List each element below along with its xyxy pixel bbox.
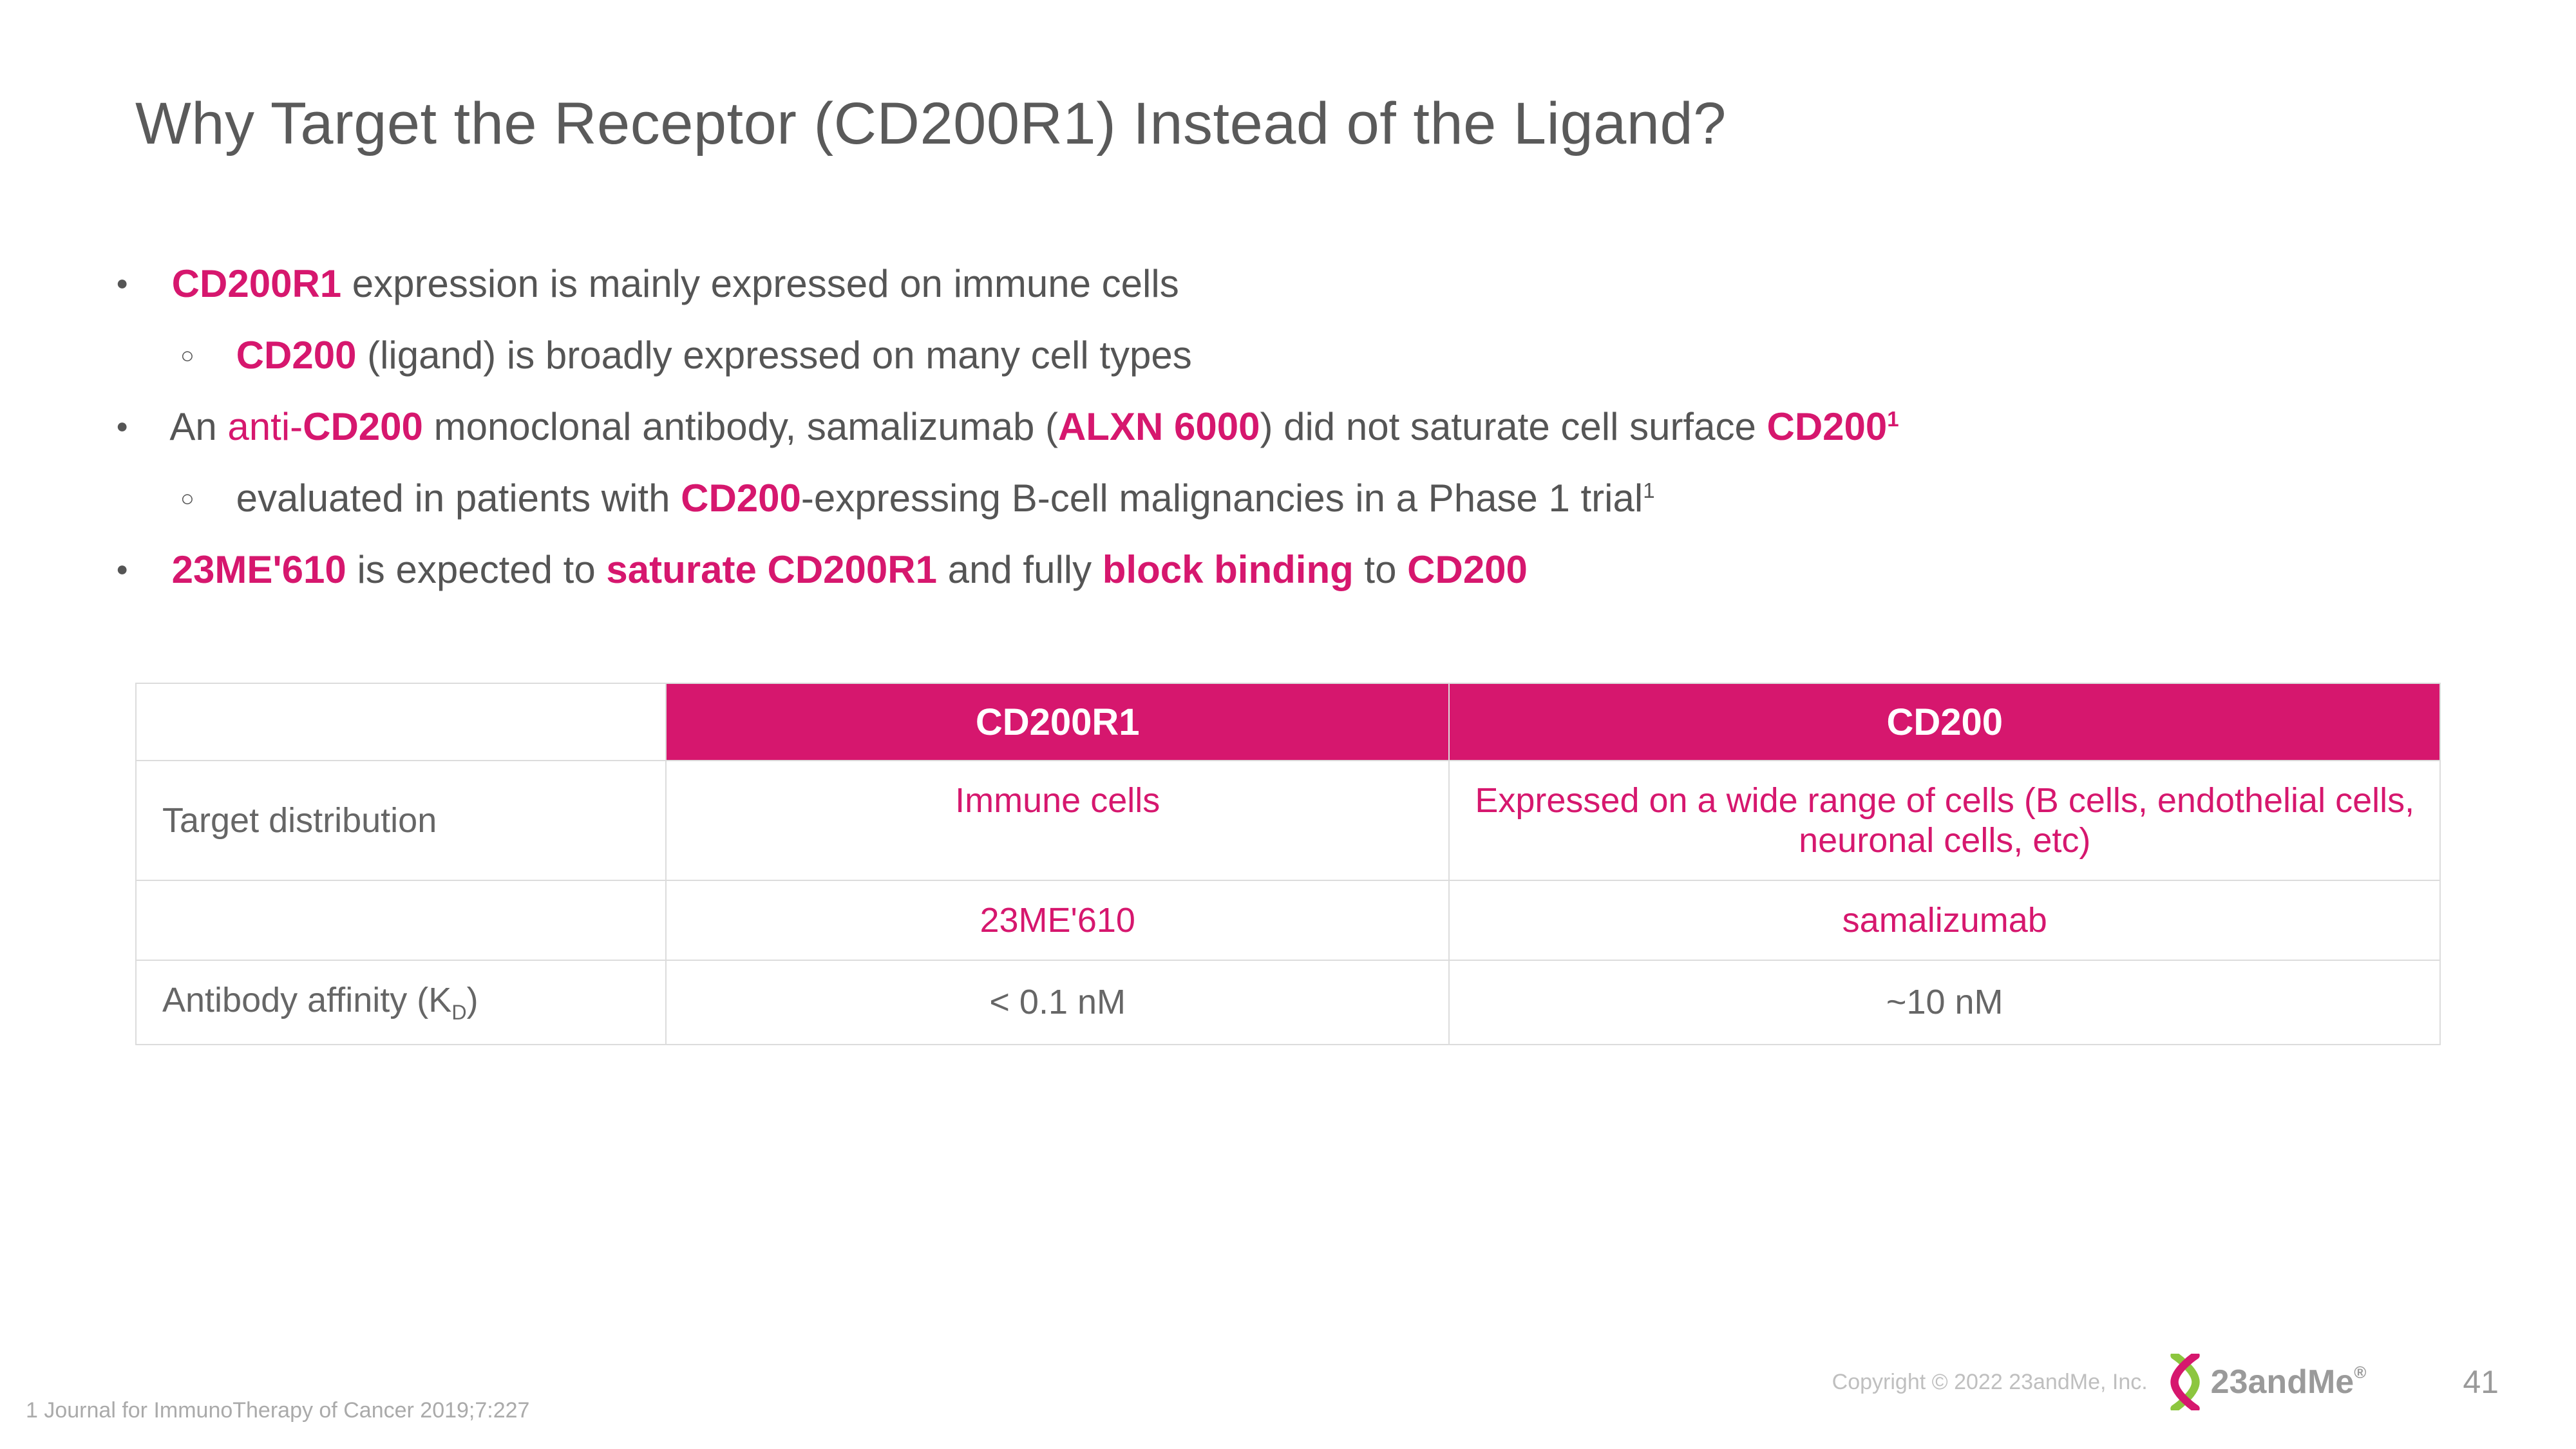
table-row3-col1: < 0.1 nM [666, 960, 1450, 1045]
table-row3-label-a: Antibody affinity (K [162, 981, 451, 1019]
table-row1-col2: Expressed on a wide range of cells (B ce… [1449, 761, 2440, 880]
bullet-2-sup: 1 [1887, 407, 1899, 431]
bullet-2-sub-b: -expressing B-cell malignancies in a Pha… [801, 477, 1643, 520]
bullet-1-key: CD200R1 [172, 262, 341, 305]
bullet-2-cd200: CD200 [303, 405, 423, 448]
logo-text: 23andMe® [2211, 1363, 2367, 1401]
logo-text-label: 23andMe [2211, 1363, 2354, 1401]
bullet-2-sub-sup: 1 [1643, 478, 1654, 502]
table-row3-label: Antibody affinity (KD) [136, 960, 666, 1045]
bullet-2-anti: anti- [227, 405, 303, 448]
table-row3-col2: ~10 nM [1449, 960, 2440, 1045]
bullet-3-me: 23ME'610 [172, 548, 346, 591]
bullet-1-sub-key: CD200 [236, 334, 357, 377]
table-row2-label [136, 880, 666, 960]
bullet-list: CD200R1 expression is mainly expressed o… [161, 248, 2441, 605]
table-row-distribution: Target distribution Immune cells Express… [136, 761, 2440, 880]
copyright-text: Copyright © 2022 23andMe, Inc. [1832, 1370, 2148, 1395]
table-row2-col2: samalizumab [1449, 880, 2440, 960]
page-number: 41 [2463, 1363, 2499, 1401]
bullet-3-cd200: CD200 [1407, 548, 1528, 591]
comparison-table: CD200R1 CD200 Target distribution Immune… [135, 683, 2441, 1045]
bullet-3-sat: saturate CD200R1 [606, 548, 937, 591]
bullet-2-sub-cd200: CD200 [681, 477, 801, 520]
slide: Why Target the Receptor (CD200R1) Instea… [0, 0, 2576, 1449]
bullet-2-sub-a: evaluated in patients with [236, 477, 681, 520]
table-row-drug: 23ME'610 samalizumab [136, 880, 2440, 960]
table-row2-col1: 23ME'610 [666, 880, 1450, 960]
bullet-3-a: is expected to [346, 548, 607, 591]
bullet-2-b: monoclonal antibody, samalizumab ( [423, 405, 1058, 448]
brand-logo: 23andMe® [2167, 1354, 2367, 1410]
bullet-2-c: ) did not saturate cell surface [1260, 405, 1766, 448]
slide-title: Why Target the Receptor (CD200R1) Instea… [135, 90, 2441, 158]
table-row-affinity: Antibody affinity (KD) < 0.1 nM ~10 nM [136, 960, 2440, 1045]
bullet-2-sub-list: evaluated in patients with CD200-express… [225, 462, 2441, 534]
table-header-blank [136, 683, 666, 761]
bullet-2-sub: evaluated in patients with CD200-express… [225, 462, 2441, 534]
bullet-3: 23ME'610 is expected to saturate CD200R1… [161, 534, 2441, 605]
bullet-3-c: to [1354, 548, 1407, 591]
table-row1-col1: Immune cells [666, 761, 1450, 880]
table-row1-label: Target distribution [136, 761, 666, 880]
bullet-1-sub-text: (ligand) is broadly expressed on many ce… [356, 334, 1191, 377]
table-header-col2: CD200 [1449, 683, 2440, 761]
bullet-2: An anti-CD200 monoclonal antibody, samal… [161, 391, 2441, 534]
bullet-1-sub-list: CD200 (ligand) is broadly expressed on m… [225, 319, 2441, 391]
footer-right: Copyright © 2022 23andMe, Inc. 23andMe® … [1832, 1354, 2499, 1410]
bullet-1: CD200R1 expression is mainly expressed o… [161, 248, 2441, 391]
bullet-2-a: An [169, 405, 227, 448]
bullet-3-b: and fully [937, 548, 1103, 591]
helix-icon [2167, 1354, 2203, 1410]
bullet-1-sub: CD200 (ligand) is broadly expressed on m… [225, 319, 2441, 391]
table-row3-label-sub: D [451, 1001, 466, 1024]
bullet-3-block: block binding [1103, 548, 1354, 591]
table-row3-label-b: ) [467, 981, 478, 1019]
footnote: 1 Journal for ImmunoTherapy of Cancer 20… [26, 1398, 529, 1423]
bullet-2-alxn: ALXN 6000 [1058, 405, 1260, 448]
logo-registered: ® [2354, 1363, 2366, 1382]
table-header-col1: CD200R1 [666, 683, 1450, 761]
bullet-1-text: expression is mainly expressed on immune… [341, 262, 1179, 305]
bullet-2-cd200-2: CD200 [1767, 405, 1888, 448]
table-header-row: CD200R1 CD200 [136, 683, 2440, 761]
